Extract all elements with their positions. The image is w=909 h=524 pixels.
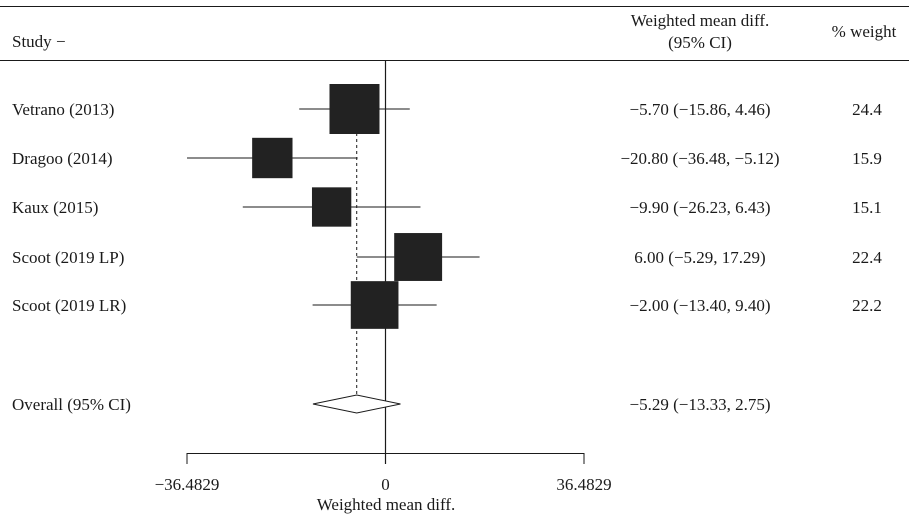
study-ci-text: 6.00 (−5.29, 17.29) xyxy=(634,248,765,267)
study-weight-box xyxy=(394,233,443,281)
study-weight-box xyxy=(350,281,399,329)
header-study: Study − xyxy=(12,32,66,51)
study-weight-text: 15.9 xyxy=(852,149,882,168)
study-label: Dragoo (2014) xyxy=(12,149,113,168)
study-weight-text: 24.4 xyxy=(852,100,882,119)
header-effect-line1: Weighted mean diff. xyxy=(630,11,770,30)
overall-label: Overall (95% CI) xyxy=(12,395,131,414)
xaxis-label: Weighted mean diff. xyxy=(316,495,456,514)
study-ci-text: −5.70 (−15.86, 4.46) xyxy=(630,100,771,119)
study-weight-text: 22.4 xyxy=(852,248,882,267)
study-weight-text: 22.2 xyxy=(852,296,882,315)
study-weight-text: 15.1 xyxy=(852,198,882,217)
study-label: Kaux (2015) xyxy=(12,198,98,217)
header-effect-line2: (95% CI) xyxy=(668,33,732,52)
study-ci-text: −20.80 (−36.48, −5.12) xyxy=(620,149,779,168)
study-label: Scoot (2019 LP) xyxy=(12,248,124,267)
study-ci-text: −2.00 (−13.40, 9.40) xyxy=(630,296,771,315)
header-effect: Weighted mean diff. (95% CI) xyxy=(600,10,800,54)
header-weight: % weight xyxy=(831,22,897,41)
header-study-label: Study xyxy=(12,32,52,51)
study-weight-box xyxy=(252,137,293,179)
study-weight-box xyxy=(329,84,380,134)
study-weight-box xyxy=(311,187,352,227)
study-label: Vetrano (2013) xyxy=(12,100,114,119)
x-tick-label: 0 xyxy=(381,475,390,494)
x-tick-label: 36.4829 xyxy=(556,475,611,494)
overall-ci-text: −5.29 (−13.33, 2.75) xyxy=(630,395,771,414)
overall-diamond xyxy=(312,394,401,414)
study-label: Scoot (2019 LR) xyxy=(12,296,126,315)
x-tick-label: −36.4829 xyxy=(155,475,220,494)
study-ci-text: −9.90 (−26.23, 6.43) xyxy=(630,198,771,217)
